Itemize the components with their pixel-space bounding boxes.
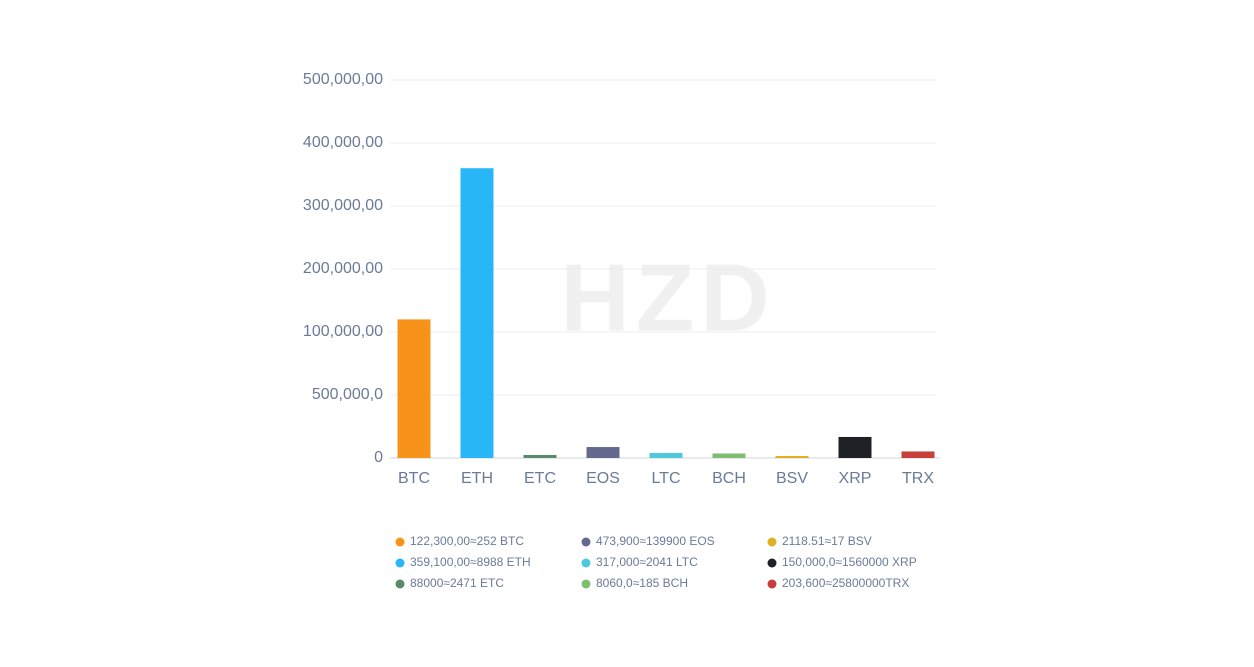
legend-label: 150,000,0≈1560000 XRP — [782, 555, 917, 569]
legend-label: 359,100,00≈8988 ETH — [410, 555, 531, 569]
x-tick-label: BTC — [398, 470, 430, 487]
bar — [838, 436, 872, 458]
y-tick-label: 500,000,00 — [303, 71, 383, 88]
legend-label: 2118.51≈17 BSV — [782, 534, 872, 548]
legend-label: 88000≈2471 ETC — [410, 576, 504, 590]
x-tick-label: LTC — [651, 470, 680, 487]
y-tick-label: 0 — [374, 449, 383, 466]
y-tick-label: 200,000,00 — [303, 260, 383, 277]
legend-swatch — [767, 537, 777, 547]
legend-swatch — [767, 579, 777, 589]
bar — [712, 453, 746, 458]
y-tick-label: 300,000,00 — [303, 197, 383, 214]
x-tick-label: XRP — [839, 470, 872, 487]
x-tick-label: ETC — [524, 470, 556, 487]
legend-swatch — [395, 537, 405, 547]
bar — [460, 168, 494, 458]
bar — [586, 447, 620, 458]
x-tick-label: EOS — [586, 470, 620, 487]
x-tick-label: ETH — [461, 470, 493, 487]
legend-swatch — [581, 558, 591, 568]
legend-swatch — [581, 579, 591, 589]
legend-label: 473,900≈139900 EOS — [596, 534, 715, 548]
bar — [397, 319, 431, 458]
watermark: HZD — [560, 244, 775, 351]
legend-label: 122,300,00≈252 BTC — [410, 534, 524, 548]
legend-label: 8060,0≈185 BCH — [596, 576, 688, 590]
legend-swatch — [395, 579, 405, 589]
bar — [649, 452, 683, 458]
y-tick-label: 100,000,00 — [303, 323, 383, 340]
x-tick-label: TRX — [902, 470, 934, 487]
bar — [523, 454, 557, 458]
bar — [901, 451, 935, 458]
legend-label: 317,000≈2041 LTC — [596, 555, 698, 569]
legend-swatch — [581, 537, 591, 547]
legend-swatch — [395, 558, 405, 568]
legend-label: 203,600≈25800000TRX — [782, 576, 909, 590]
y-tick-label: 400,000,00 — [303, 134, 383, 151]
y-tick-label: 500,000,0 — [312, 386, 383, 403]
bar — [775, 455, 809, 458]
x-tick-label: BSV — [776, 470, 808, 487]
legend-swatch — [767, 558, 777, 568]
x-tick-label: BCH — [712, 470, 746, 487]
